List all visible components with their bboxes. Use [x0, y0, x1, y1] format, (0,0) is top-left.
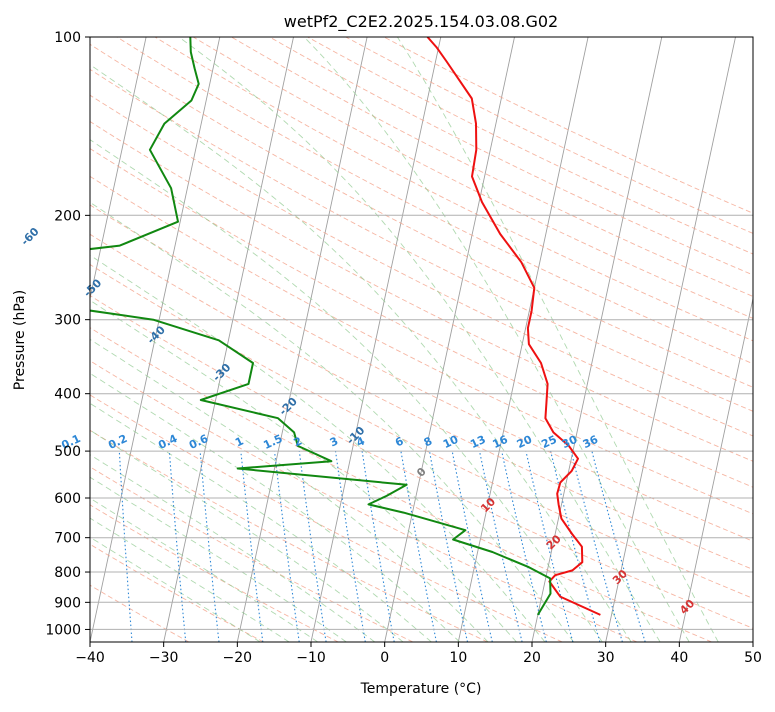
x-tick-label: −10 — [296, 650, 326, 666]
y-tick-label: 400 — [54, 387, 81, 403]
x-tick-label: −30 — [149, 650, 179, 666]
y-tick-label: 700 — [54, 531, 81, 547]
y-axis-label: Pressure (hPa) — [12, 290, 28, 390]
x-tick-label: −40 — [75, 650, 105, 666]
x-tick-label: 30 — [597, 650, 615, 666]
x-tick-label: 10 — [449, 650, 467, 666]
chart-title: wetPf2_C2E2.2025.154.03.08.G02 — [284, 12, 558, 32]
x-tick-label: −20 — [223, 650, 253, 666]
y-tick-label: 800 — [54, 565, 81, 581]
y-tick-label: 100 — [54, 30, 81, 46]
x-tick-label: 50 — [744, 650, 762, 666]
x-axis-label: Temperature (°C) — [360, 681, 482, 697]
y-tick-label: 200 — [54, 208, 81, 224]
x-tick-label: 0 — [380, 650, 389, 666]
x-tick-label: 40 — [670, 650, 688, 666]
y-tick-label: 1000 — [45, 622, 81, 638]
y-tick-label: 600 — [54, 491, 81, 507]
y-tick-label: 900 — [54, 595, 81, 611]
y-tick-label: 500 — [54, 444, 81, 460]
x-tick-label: 20 — [523, 650, 541, 666]
y-tick-label: 300 — [54, 313, 81, 329]
